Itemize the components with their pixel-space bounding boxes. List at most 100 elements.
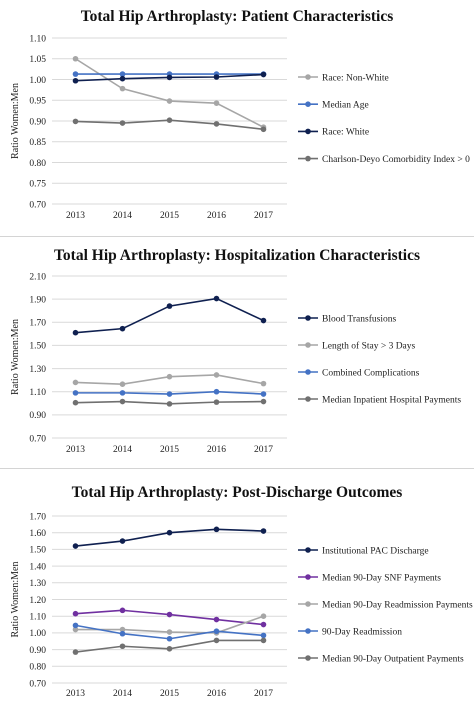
x-tick-label: 2017 (254, 689, 273, 699)
data-point (119, 398, 126, 405)
legend-label: Length of Stay > 3 Days (322, 340, 416, 351)
y-tick-label: 1.00 (29, 76, 46, 86)
data-point (166, 373, 173, 380)
y-axis-label: Ratio Women:Men (10, 83, 21, 159)
data-point (119, 626, 126, 633)
data-point (213, 372, 220, 378)
legend-label: Median 90-Day SNF Payments (322, 573, 441, 583)
y-tick-label: 1.40 (29, 562, 46, 572)
series-line (75, 58, 264, 128)
y-tick-label: 1.50 (29, 546, 46, 556)
legend-swatch-marker (305, 74, 311, 80)
data-point (213, 628, 220, 635)
data-point (72, 399, 79, 406)
y-tick-label: 1.60 (29, 529, 46, 539)
chart-title: Total Hip Arthroplasty: Post-Discharge O… (72, 484, 403, 501)
y-tick-label: 0.85 (29, 138, 46, 148)
data-point (119, 390, 126, 396)
post-discharge-outcomes-chart: Total Hip Arthroplasty: Post-Discharge O… (10, 484, 473, 699)
legend-label: Combined Complications (322, 368, 420, 378)
data-point (260, 126, 267, 133)
legend-label: Charlson-Deyo Comorbidity Index > 0 (322, 155, 470, 165)
legend-label: Institutional PAC Discharge (322, 546, 429, 556)
data-point (213, 388, 220, 395)
data-point (119, 643, 126, 650)
legend-swatch-marker (305, 628, 311, 634)
data-point (213, 100, 220, 106)
x-tick-label: 2014 (113, 211, 132, 221)
y-tick-label: 0.90 (29, 411, 46, 421)
data-point (260, 637, 267, 644)
data-point (166, 529, 173, 536)
legend-swatch-marker (305, 342, 311, 348)
panel-divider (0, 468, 474, 469)
data-point (260, 528, 267, 534)
data-point (72, 71, 79, 77)
y-tick-label: 2.10 (29, 272, 46, 282)
data-point (119, 85, 126, 92)
legend-label: Median Inpatient Hospital Payments (322, 395, 461, 405)
y-tick-label: 0.75 (29, 180, 46, 190)
y-tick-label: 1.30 (29, 365, 46, 375)
legend-label: Blood Transfusions (322, 313, 396, 324)
y-tick-label: 1.30 (29, 579, 46, 589)
x-tick-label: 2013 (66, 445, 85, 455)
chart-panel-hospitalization: Total Hip Arthroplasty: Hospitalization … (0, 237, 474, 468)
data-point (213, 616, 220, 623)
legend-swatch-marker (305, 369, 311, 375)
data-point (72, 390, 79, 396)
legend-swatch-marker (305, 315, 311, 321)
x-tick-label: 2015 (160, 445, 179, 455)
data-point (166, 98, 173, 104)
data-point (213, 121, 220, 127)
y-tick-label: 1.50 (29, 342, 46, 352)
x-tick-label: 2014 (113, 445, 132, 455)
data-point (72, 77, 79, 84)
legend-swatch-marker (305, 547, 311, 553)
data-point (72, 55, 79, 62)
legend-swatch-marker (305, 155, 311, 162)
data-point (260, 380, 267, 387)
data-point (213, 74, 220, 80)
hospitalization-characteristics-chart: Total Hip Arthroplasty: Hospitalization … (10, 247, 461, 455)
data-point (166, 645, 173, 652)
y-tick-label: 0.80 (29, 159, 46, 169)
data-point (260, 632, 267, 639)
y-tick-label: 0.70 (29, 200, 46, 210)
data-point (166, 629, 173, 635)
data-point (213, 399, 220, 405)
data-point (72, 626, 79, 633)
x-tick-label: 2016 (207, 445, 226, 455)
y-tick-label: 0.90 (29, 646, 46, 656)
data-point (166, 635, 173, 642)
data-point (260, 398, 267, 405)
data-point (166, 117, 173, 123)
data-point (166, 401, 173, 407)
y-tick-label: 1.70 (29, 319, 46, 329)
x-tick-label: 2017 (254, 211, 273, 221)
y-tick-label: 1.10 (29, 613, 46, 623)
data-point (119, 71, 126, 77)
y-tick-label: 0.90 (29, 117, 46, 127)
data-point (119, 630, 126, 637)
data-point (260, 391, 267, 397)
data-point (166, 74, 173, 81)
x-tick-label: 2015 (160, 689, 179, 699)
legend-swatch-marker (305, 396, 311, 402)
legend-label: Median 90-Day Readmission Payments (322, 600, 473, 610)
x-tick-label: 2016 (207, 689, 226, 699)
legend-swatch-marker (305, 128, 311, 135)
x-tick-label: 2016 (207, 211, 226, 221)
legend-label: 90-Day Readmission (322, 627, 402, 637)
y-tick-label: 0.95 (29, 97, 46, 107)
x-tick-label: 2013 (66, 689, 85, 699)
chart-title: Total Hip Arthroplasty: Hospitalization … (54, 247, 420, 264)
patient-characteristics-chart: Total Hip Arthroplasty: Patient Characte… (10, 8, 470, 221)
y-tick-label: 1.10 (29, 388, 46, 398)
data-point (72, 610, 79, 617)
data-point (260, 613, 267, 619)
data-point (72, 329, 79, 336)
data-point (166, 611, 173, 618)
legend-label: Race: White (322, 128, 369, 138)
data-point (119, 381, 126, 387)
